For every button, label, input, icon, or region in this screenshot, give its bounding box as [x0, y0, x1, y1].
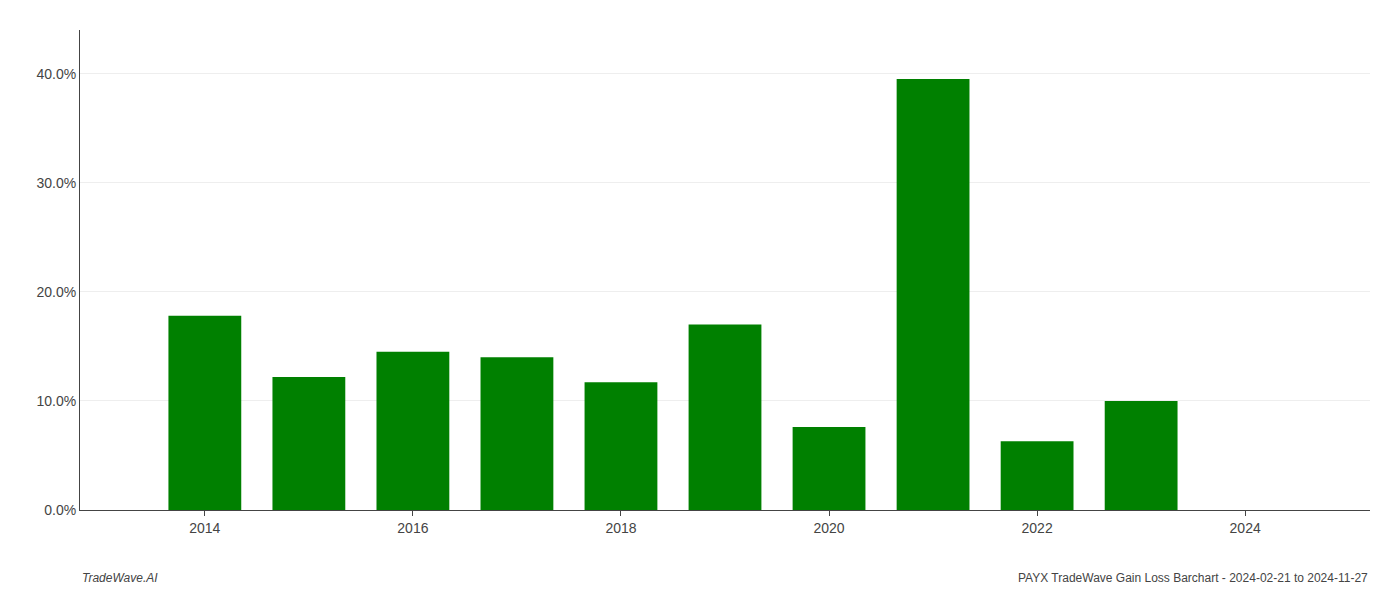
svg-text:2022: 2022	[1022, 520, 1053, 536]
svg-text:20.0%: 20.0%	[36, 284, 76, 300]
svg-text:2016: 2016	[397, 520, 428, 536]
svg-text:30.0%: 30.0%	[36, 175, 76, 191]
svg-text:2024: 2024	[1230, 520, 1261, 536]
svg-text:40.0%: 40.0%	[36, 66, 76, 82]
svg-text:0.0%: 0.0%	[44, 502, 76, 518]
svg-text:2014: 2014	[189, 520, 220, 536]
svg-text:PAYX TradeWave Gain Loss Barch: PAYX TradeWave Gain Loss Barchart - 2024…	[1018, 571, 1368, 585]
svg-text:2018: 2018	[605, 520, 636, 536]
svg-text:10.0%: 10.0%	[36, 393, 76, 409]
svg-text:TradeWave.AI: TradeWave.AI	[82, 571, 158, 585]
svg-text:2020: 2020	[813, 520, 844, 536]
